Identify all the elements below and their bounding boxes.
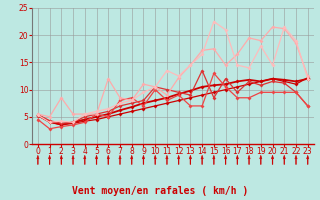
Text: Vent moyen/en rafales ( km/h ): Vent moyen/en rafales ( km/h ) (72, 186, 248, 196)
